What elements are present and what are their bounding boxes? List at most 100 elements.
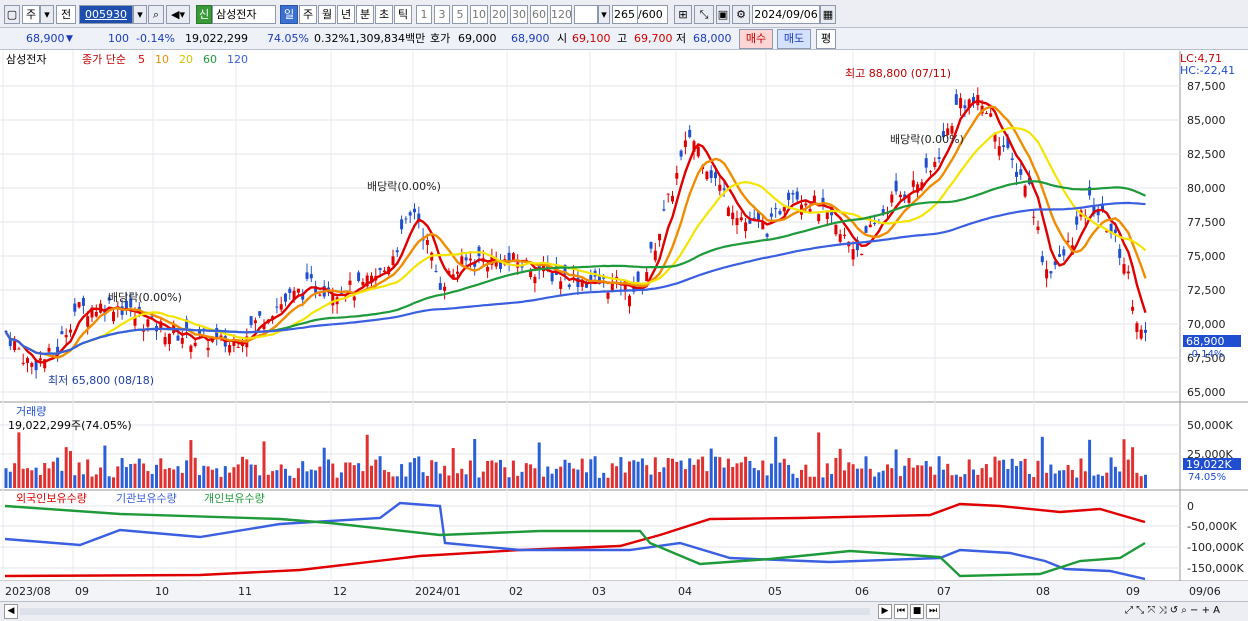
- interval-button[interactable]: 1: [416, 5, 432, 24]
- candle-body: [1144, 329, 1147, 333]
- search-icon[interactable]: ⌕: [148, 5, 164, 24]
- quote-ask: 69,000: [458, 32, 497, 45]
- volume-bar: [219, 476, 223, 488]
- volume-bar: [275, 470, 279, 488]
- interval-button[interactable]: 10: [470, 5, 488, 24]
- calendar-icon[interactable]: ▦: [820, 5, 836, 24]
- candle-body: [993, 132, 997, 142]
- volume-bar: [954, 474, 958, 488]
- volume-bar: [920, 465, 924, 488]
- volume-bar: [1058, 470, 1061, 488]
- price-axis-label: 85,000: [1187, 114, 1226, 127]
- type-select[interactable]: 주: [22, 5, 40, 24]
- stock-chart[interactable]: 87,500 85,000 82,500 80,000 77,500 75,000 72,5…: [0, 51, 1248, 601]
- volume-bar: [1062, 470, 1066, 488]
- scroll-track[interactable]: [20, 608, 870, 615]
- quote-bid: 68,900: [511, 32, 550, 45]
- candle-body: [821, 197, 825, 204]
- period-tab[interactable]: 월: [318, 5, 336, 24]
- chart-area[interactable]: 87,500 85,000 82,500 80,000 77,500 75,000 72,5…: [0, 51, 1248, 601]
- forward-icon[interactable]: ⏭: [926, 604, 940, 619]
- lc-label: LC:4,71: [1180, 52, 1222, 65]
- chevron-down-icon[interactable]: ▾: [40, 5, 54, 24]
- volume-bar: [137, 458, 141, 488]
- draw-icon[interactable]: ⤡: [694, 5, 714, 24]
- candle-body: [537, 264, 541, 270]
- candle-body: [408, 212, 412, 216]
- volume-bar: [112, 477, 115, 488]
- low-price: 68,000: [693, 32, 732, 45]
- volume-value: 19,022,299주(74.05%): [8, 419, 132, 432]
- volume-bar: [924, 461, 928, 488]
- holdings-line: [4, 504, 1146, 578]
- volume-bar: [533, 468, 537, 488]
- candle-body: [1066, 240, 1070, 242]
- interval-button[interactable]: 60: [530, 5, 548, 24]
- eval-button[interactable]: 평: [816, 29, 836, 49]
- candle-body: [924, 158, 928, 168]
- volume-bar: [271, 471, 275, 488]
- volume-bar: [443, 465, 447, 488]
- holdings-legend-item: 개인보유수량: [204, 492, 265, 505]
- scroll-right-icon[interactable]: ▶: [878, 604, 892, 619]
- candle-body: [391, 256, 395, 265]
- candle-body: [443, 286, 447, 291]
- sell-button[interactable]: 매도: [777, 29, 811, 49]
- volume-bar: [473, 438, 477, 488]
- chevron-down-icon[interactable]: ▾: [133, 5, 147, 24]
- prev-button[interactable]: 전: [56, 5, 76, 24]
- tools-icon[interactable]: ⊞: [674, 5, 692, 24]
- candle-body: [8, 337, 12, 347]
- holdings-axis-label: -100,000K: [1187, 541, 1244, 554]
- volume-bar: [1113, 466, 1117, 488]
- speaker-icon[interactable]: ◀▾: [166, 5, 190, 24]
- volume-bar: [683, 469, 687, 488]
- period-tab[interactable]: 년: [337, 5, 355, 24]
- interval-button[interactable]: 3: [434, 5, 450, 24]
- window-icon[interactable]: ▢: [4, 5, 20, 24]
- chart-tools-icons[interactable]: ⤢ ⤡ ⤧ ⤨ ↺ ⌕ − + A: [1124, 605, 1220, 616]
- volume-bar: [894, 449, 898, 488]
- interval-button[interactable]: 5: [452, 5, 468, 24]
- count-input[interactable]: 265: [612, 5, 638, 24]
- period-tab[interactable]: 분: [356, 5, 374, 24]
- interval-button[interactable]: 30: [510, 5, 528, 24]
- period-tab[interactable]: 틱: [394, 5, 412, 24]
- candle-body: [757, 211, 760, 221]
- stop-icon[interactable]: ■: [910, 604, 924, 619]
- interval-button[interactable]: 120: [550, 5, 572, 24]
- volume-bar: [769, 463, 773, 488]
- bottom-scrollbar[interactable]: ◀ ▶ ⏮ ■ ⏭ ⤢ ⤡ ⤧ ⤨ ↺ ⌕ − + A: [0, 601, 1248, 621]
- candle-body: [679, 150, 683, 157]
- candle-body: [873, 222, 877, 224]
- chevron-down-icon[interactable]: ▾: [598, 5, 610, 24]
- rewind-icon[interactable]: ⏮: [894, 604, 908, 619]
- volume-bar: [524, 463, 528, 488]
- period-tab[interactable]: 주: [299, 5, 317, 24]
- volume-bar: [787, 464, 791, 488]
- save-icon[interactable]: ▣: [716, 5, 730, 24]
- date-input[interactable]: 2024/09/06: [752, 5, 820, 24]
- volume-bar: [378, 456, 382, 488]
- volume-bar: [494, 462, 498, 488]
- volume-bar: [662, 467, 666, 488]
- candle-body: [649, 242, 653, 249]
- volume-bar: [193, 457, 197, 488]
- candle-body: [739, 217, 743, 221]
- stock-code-input[interactable]: 005930: [79, 5, 133, 24]
- volume-bar: [610, 463, 614, 488]
- volume-bar: [636, 461, 640, 488]
- period-tab[interactable]: 초: [375, 5, 393, 24]
- scroll-left-icon[interactable]: ◀: [4, 604, 18, 619]
- current-price-label: 68,900: [1186, 335, 1225, 348]
- volume-bar: [1131, 447, 1135, 488]
- price-change: 100: [108, 32, 129, 45]
- volume-bar: [937, 456, 941, 488]
- buy-button[interactable]: 매수: [739, 29, 773, 49]
- interval-button[interactable]: 20: [490, 5, 508, 24]
- custom-interval-input[interactable]: [574, 5, 598, 24]
- gear-icon[interactable]: ⚙: [732, 5, 750, 24]
- volume-bar: [602, 472, 606, 488]
- volume-bar: [206, 466, 210, 488]
- period-tab[interactable]: 일: [280, 5, 298, 24]
